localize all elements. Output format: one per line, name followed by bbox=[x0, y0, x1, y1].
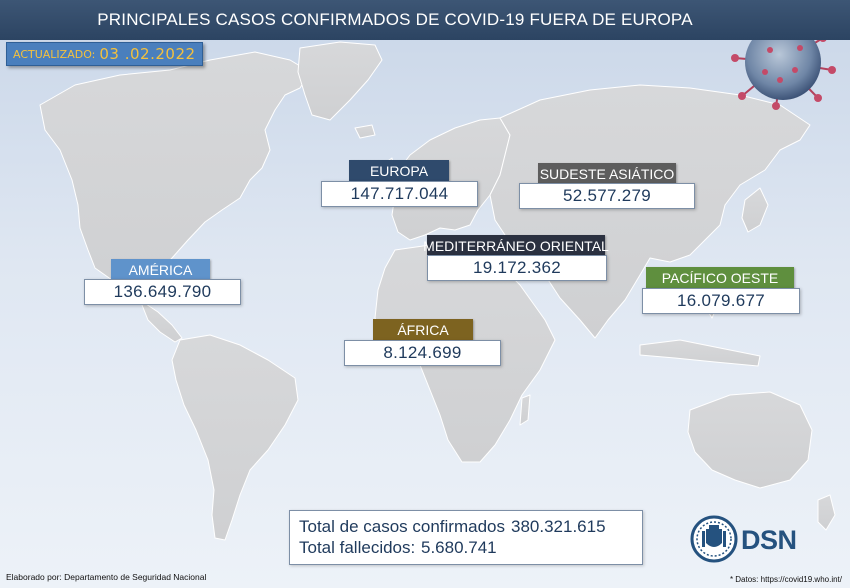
page-title: PRINCIPALES CASOS CONFIRMADOS DE COVID-1… bbox=[0, 0, 850, 40]
credit-text: Elaborado por: Departamento de Seguridad… bbox=[6, 572, 207, 582]
iceland-shape bbox=[354, 124, 376, 139]
australia-shape bbox=[687, 391, 813, 489]
region-value: 147.717.044 bbox=[321, 181, 478, 207]
region-value: 52.577.279 bbox=[519, 183, 695, 209]
madagascar-shape bbox=[519, 394, 531, 426]
region-label: AMÉRICA bbox=[111, 259, 210, 280]
south-america-shape bbox=[171, 334, 299, 541]
dsn-logo: DSN bbox=[690, 515, 797, 568]
spain-coat-of-arms-icon bbox=[690, 515, 738, 563]
total-cases-label: Total de casos confirmados bbox=[299, 517, 505, 536]
north-america-shape bbox=[39, 51, 311, 301]
region-label: MEDITERRÁNEO ORIENTAL bbox=[423, 235, 609, 256]
page-title-text: PRINCIPALES CASOS CONFIRMADOS DE COVID-1… bbox=[97, 10, 693, 29]
central-america-shape bbox=[139, 299, 183, 343]
updated-label: ACTUALIZADO: bbox=[13, 47, 96, 61]
totals-panel: Total de casos confirmados 380.321.615 T… bbox=[289, 510, 643, 565]
updated-date: 03 .02.2022 bbox=[99, 45, 196, 63]
region-value: 19.172.362 bbox=[427, 255, 607, 281]
region-value: 8.124.699 bbox=[344, 340, 501, 366]
indonesia-shape bbox=[639, 339, 761, 367]
updated-badge: ACTUALIZADO: 03 .02.2022 bbox=[6, 42, 203, 66]
japan-shape bbox=[741, 187, 769, 233]
region-label: SUDESTE ASIÁTICO bbox=[538, 163, 676, 184]
region-label: ÁFRICA bbox=[373, 319, 473, 340]
europe-shape bbox=[391, 117, 511, 241]
total-deaths-value: 5.680.741 bbox=[421, 538, 497, 557]
source-text: * Datos: https://covid19.who.int/ bbox=[729, 575, 842, 584]
coronavirus-icon bbox=[731, 14, 836, 110]
region-value: 136.649.790 bbox=[84, 279, 241, 305]
total-cases-row: Total de casos confirmados 380.321.615 bbox=[299, 516, 642, 537]
region-value: 16.079.677 bbox=[642, 288, 800, 314]
total-cases-value: 380.321.615 bbox=[511, 517, 606, 536]
total-deaths-row: Total fallecidos: 5.680.741 bbox=[299, 537, 642, 558]
total-deaths-label: Total fallecidos: bbox=[299, 538, 416, 557]
region-label: EUROPA bbox=[349, 160, 449, 181]
region-label: PACÍFICO OESTE bbox=[646, 267, 794, 288]
new-zealand-shape bbox=[817, 494, 836, 531]
greenland-shape bbox=[297, 41, 383, 121]
dsn-logo-text: DSN bbox=[741, 525, 797, 555]
